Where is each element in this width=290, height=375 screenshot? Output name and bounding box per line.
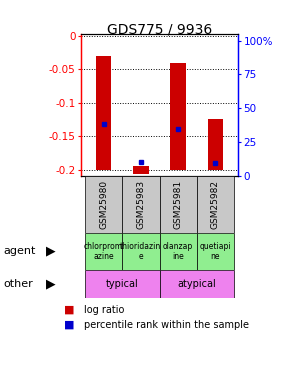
Text: olanzap
ine: olanzap ine <box>163 242 193 261</box>
Text: percentile rank within the sample: percentile rank within the sample <box>84 320 249 330</box>
Bar <box>122 232 160 270</box>
Text: log ratio: log ratio <box>84 305 124 315</box>
Text: thioridazin
e: thioridazin e <box>120 242 162 261</box>
Text: ▶: ▶ <box>46 278 56 291</box>
Text: typical: typical <box>106 279 139 289</box>
Bar <box>197 232 234 270</box>
Bar <box>160 270 234 298</box>
Text: ▶: ▶ <box>46 245 56 258</box>
Text: GSM25980: GSM25980 <box>99 180 108 229</box>
Bar <box>85 176 122 232</box>
Text: ■: ■ <box>64 320 74 330</box>
Bar <box>85 270 160 298</box>
Bar <box>197 176 234 232</box>
Bar <box>85 232 122 270</box>
Bar <box>96 56 111 170</box>
Text: atypical: atypical <box>177 279 216 289</box>
Bar <box>160 232 197 270</box>
Bar <box>133 166 149 174</box>
Text: GDS775 / 9936: GDS775 / 9936 <box>107 22 212 36</box>
Text: ■: ■ <box>64 305 74 315</box>
Text: GSM25982: GSM25982 <box>211 180 220 229</box>
Text: other: other <box>3 279 33 289</box>
Text: agent: agent <box>3 246 35 256</box>
Bar <box>208 119 223 170</box>
Bar <box>160 176 197 232</box>
Text: GSM25981: GSM25981 <box>174 180 183 229</box>
Text: quetiapi
ne: quetiapi ne <box>200 242 231 261</box>
Bar <box>122 176 160 232</box>
Text: chlorprom
azine: chlorprom azine <box>84 242 123 261</box>
Bar <box>170 63 186 170</box>
Text: GSM25983: GSM25983 <box>136 180 145 229</box>
